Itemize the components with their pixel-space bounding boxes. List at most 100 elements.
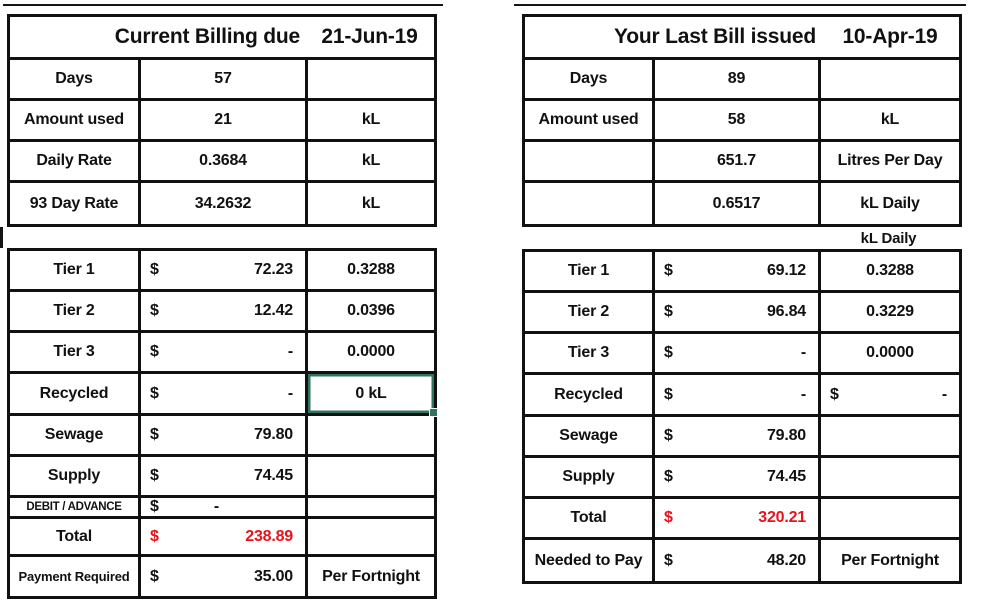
cell-value[interactable]: 57 (141, 60, 308, 98)
cell-label[interactable]: Tier 2 (525, 293, 655, 331)
cell-label[interactable]: 93 Day Rate (10, 183, 141, 224)
cell-label[interactable]: Sewage (525, 417, 655, 455)
cell-value[interactable]: 0.6517 (655, 183, 821, 224)
cell-note[interactable]: Per Fortnight (841, 551, 939, 569)
cell-amount[interactable]: $79.80 (655, 417, 821, 455)
cell-amount[interactable]: $ - (141, 374, 308, 413)
currency-symbol: $ (150, 302, 159, 319)
cell-value[interactable]: 651.7 (655, 142, 821, 180)
cell-amount[interactable]: $74.45 (655, 458, 821, 496)
amount-value: 79.80 (253, 426, 293, 443)
cell-unit[interactable]: kL Daily (860, 194, 920, 212)
cell-note[interactable] (308, 416, 434, 454)
cell-amount[interactable]: $72.23 (141, 251, 308, 289)
cell-amount[interactable]: $ - (655, 375, 821, 414)
billing-table-current: Current Billing due 21-Jun-19 Days 57 Amou… (7, 14, 438, 599)
currency-symbol: $ (664, 344, 673, 361)
cell-label[interactable]: Tier 2 (10, 292, 141, 330)
cell-unit[interactable]: kL (361, 152, 381, 169)
cell-label[interactable]: Days (525, 60, 655, 98)
cell-label[interactable]: Recycled (10, 374, 141, 413)
table-title-date[interactable]: 10-Apr-19 (842, 25, 938, 48)
cell-label[interactable]: Daily Rate (10, 142, 141, 180)
cell-label[interactable] (525, 183, 655, 224)
cell-label[interactable]: DEBIT / ADVANCE (10, 498, 141, 516)
cell-note[interactable] (308, 498, 434, 516)
cell-value[interactable]: 0.3684 (141, 142, 308, 180)
cell-note[interactable] (821, 499, 959, 537)
table-row: Supply $74.45 (525, 458, 959, 499)
cell-note[interactable] (821, 417, 959, 455)
amount-value: 79.80 (766, 427, 806, 444)
cell-value[interactable]: 58 (655, 101, 821, 139)
table-title-row: Your Last Bill issued 10-Apr-19 (525, 17, 959, 60)
table-row: Tier 1 $72.23 0.3288 (10, 251, 434, 292)
cell-amount[interactable]: $320.21 (655, 499, 821, 537)
selected-cell[interactable]: 0 kL (308, 374, 438, 417)
cell-amount[interactable]: $35.00 (141, 557, 308, 596)
cell-note[interactable]: $ - (821, 375, 959, 414)
cell-note[interactable]: 0.3229 (866, 303, 914, 320)
current-bill-charges-section: Tier 1 $72.23 0.3288 Tier 2 $12.42 0.0396 Tier… (7, 248, 438, 599)
cell-unit[interactable]: Litres Per Day (837, 152, 943, 169)
cell-note[interactable]: 0.0000 (866, 344, 914, 361)
cell-label[interactable]: Supply (525, 458, 655, 496)
cell-note[interactable] (821, 458, 959, 496)
amount-value: 48.20 (766, 551, 806, 569)
cell-unit[interactable]: kL (361, 111, 381, 128)
cell-label[interactable]: Tier 3 (525, 334, 655, 372)
cell-label[interactable]: Total (10, 519, 141, 554)
cell-unit[interactable]: kL (880, 111, 900, 128)
table-row: Tier 1 $69.12 0.3288 (525, 252, 959, 293)
cell-label[interactable]: Total (525, 499, 655, 537)
cell-value[interactable]: 21 (141, 101, 308, 139)
cell-value[interactable]: 34.2632 (141, 183, 308, 224)
cell-amount[interactable]: $ - (141, 333, 308, 371)
cell-note[interactable] (308, 457, 434, 495)
cell-note[interactable] (308, 519, 434, 554)
cell-label[interactable] (525, 142, 655, 180)
cell-label[interactable]: Tier 3 (10, 333, 141, 371)
cell-label[interactable]: Recycled (525, 375, 655, 414)
currency-symbol: $ (664, 385, 673, 403)
cell-label[interactable]: Payment Required (10, 557, 141, 596)
amount-value: 72.23 (253, 261, 293, 278)
amount-value: - (941, 385, 947, 403)
cell-amount[interactable]: $48.20 (655, 540, 821, 581)
cell-amount[interactable]: $96.84 (655, 293, 821, 331)
table-row: Sewage $79.80 (525, 417, 959, 458)
amount-value: 35.00 (253, 567, 293, 585)
table-row: Days 89 (525, 60, 959, 101)
cell-unit[interactable] (821, 60, 959, 98)
table-title-date[interactable]: 21-Jun-19 (321, 25, 418, 48)
cell-unit[interactable] (308, 60, 434, 98)
cell-amount[interactable]: $12.42 (141, 292, 308, 330)
amount-value: 74.45 (253, 467, 293, 484)
cell-label[interactable]: Tier 1 (10, 251, 141, 289)
currency-symbol: $ (150, 426, 159, 443)
cell-label[interactable]: Needed to Pay (525, 540, 655, 581)
grid-line (514, 4, 966, 6)
cell-label[interactable]: Sewage (10, 416, 141, 454)
cell-amount[interactable]: $ - (655, 334, 821, 372)
cell-note[interactable]: 0.3288 (866, 262, 914, 279)
cell-amount[interactable]: $ - (141, 498, 308, 516)
cell-amount[interactable]: $74.45 (141, 457, 308, 495)
cell-note[interactable]: 0.0396 (347, 302, 395, 319)
cell-note[interactable]: 0.0000 (347, 343, 395, 360)
cell-label[interactable]: Amount used (10, 101, 141, 139)
cell-note[interactable]: Per Fortnight (322, 567, 420, 585)
cell-note[interactable]: 0.3288 (347, 261, 395, 278)
cell-label[interactable]: Days (10, 60, 141, 98)
cell-amount[interactable]: $79.80 (141, 416, 308, 454)
table-row: Tier 3 $ -0.0000 (525, 334, 959, 375)
cell-unit[interactable]: kL (361, 194, 381, 212)
cell-amount[interactable]: $69.12 (655, 252, 821, 290)
last-bill-charges-section: Tier 1 $69.12 0.3288 Tier 2 $96.84 0.3229 Tier… (522, 249, 962, 584)
cell-amount[interactable]: $238.89 (141, 519, 308, 554)
cell-label[interactable]: Supply (10, 457, 141, 495)
cell-label[interactable]: Tier 1 (525, 252, 655, 290)
cell-label[interactable]: Amount used (525, 101, 655, 139)
cell-value[interactable]: 89 (655, 60, 821, 98)
amount-value: - (800, 344, 806, 361)
